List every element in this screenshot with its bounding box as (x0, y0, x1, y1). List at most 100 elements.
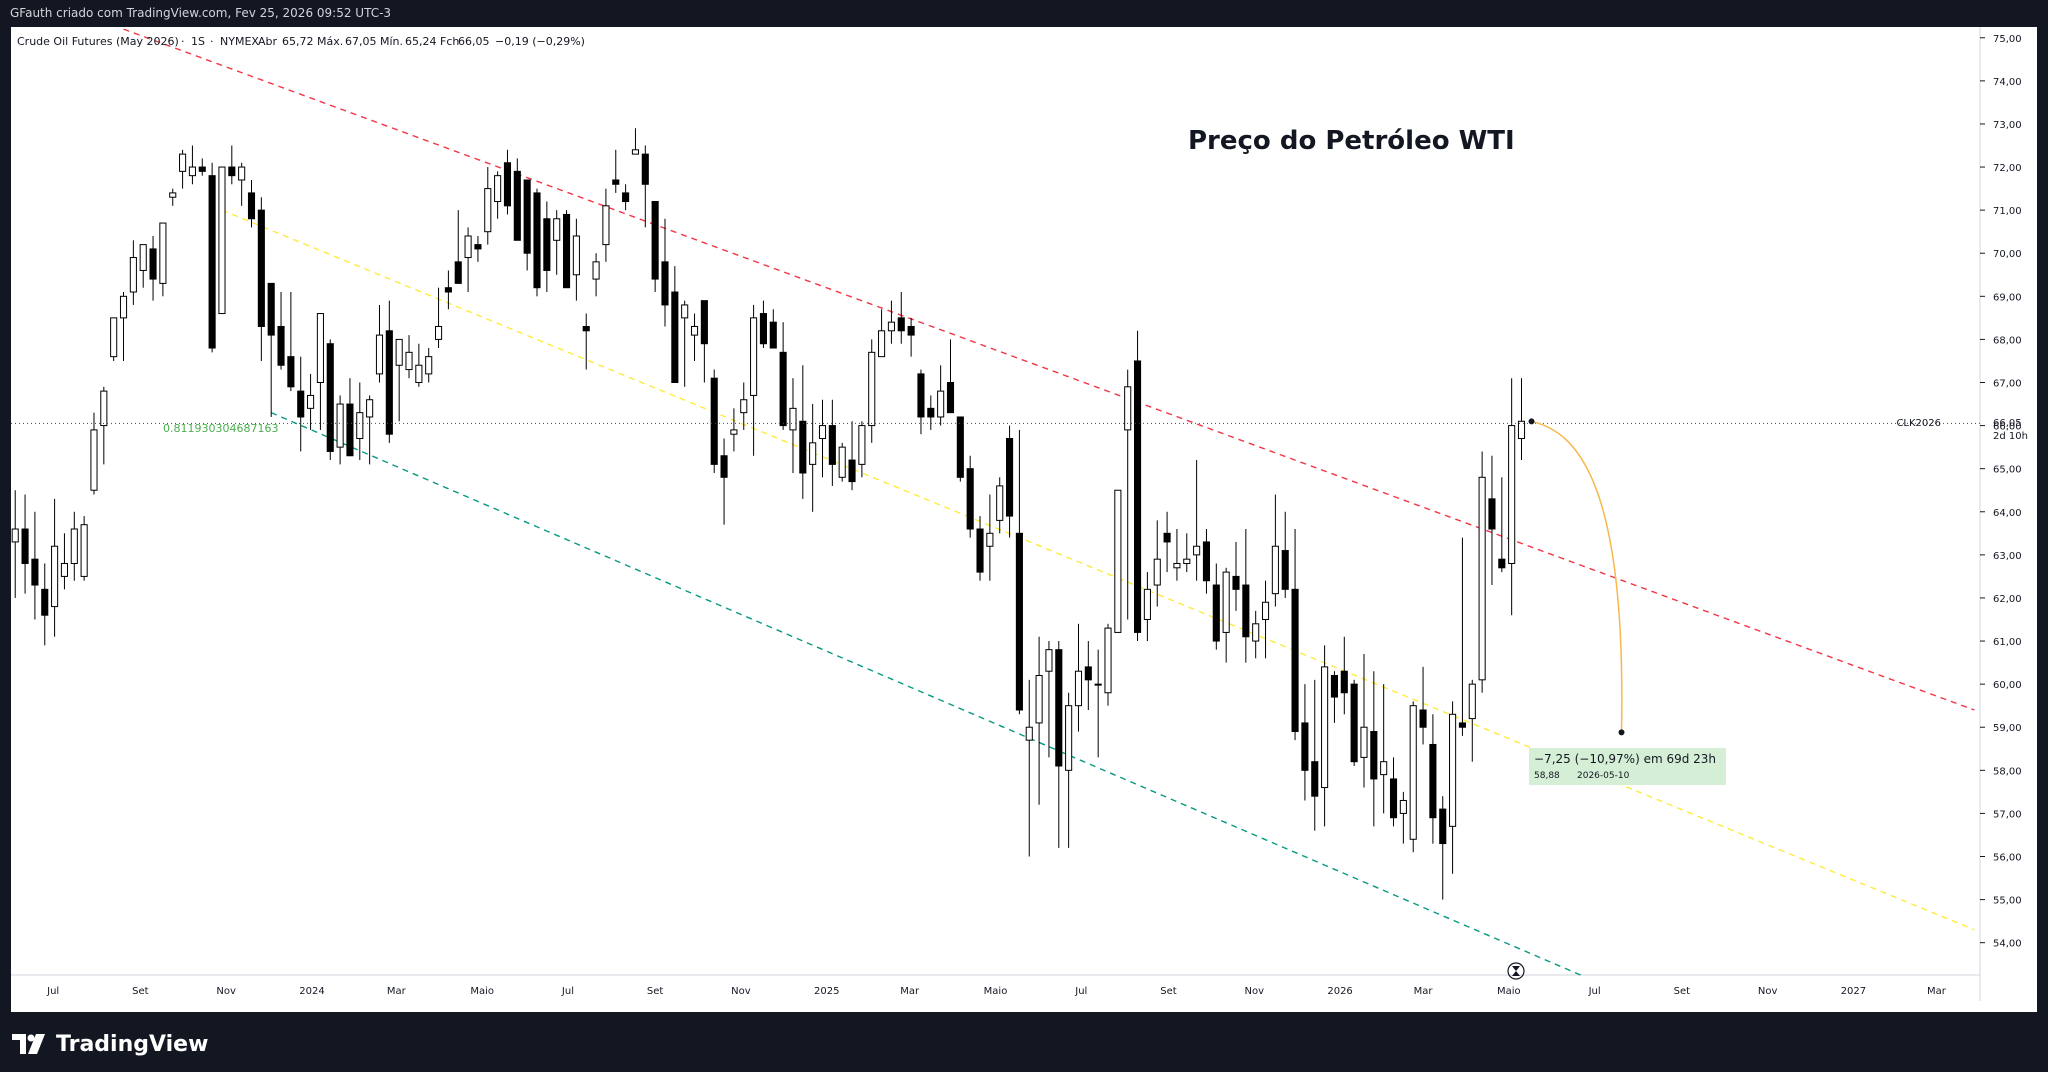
candle-body-up (90, 429, 98, 491)
candle-body-down (1488, 498, 1496, 530)
candle-body-down (562, 213, 571, 289)
candle-body-down (149, 248, 157, 280)
candle-body-up (1124, 386, 1132, 431)
candle-body-up (405, 351, 413, 371)
price-axis-label: 70,00 (1993, 249, 2022, 260)
candle-body-up (789, 407, 797, 431)
time-axis-label: Nov (1245, 986, 1265, 997)
candle-body-down (897, 317, 905, 332)
time-axis-label: Set (132, 986, 149, 997)
candle-body-up (110, 317, 118, 358)
candle-body-up (139, 244, 147, 271)
candle-body-up (1173, 562, 1181, 569)
candle-body-up (1222, 571, 1230, 633)
candle-body-down (1370, 731, 1378, 780)
price-axis-label: 64,00 (1993, 508, 2022, 519)
forecast-change-text: −7,25 (−10,97%) em 69d 23h (1534, 752, 1716, 766)
time-axis-label: Maio (1497, 986, 1521, 997)
time-axis-label: Mar (1414, 986, 1434, 997)
price-axis-label: 75,00 (1993, 34, 2022, 45)
candle-body-down (759, 313, 767, 345)
candle-body-up (366, 399, 374, 418)
price-axis-label: 61,00 (1993, 637, 2022, 648)
candle-body-up (1321, 666, 1329, 789)
symbol-interval-separator: · (181, 35, 185, 48)
forecast-start-point (1528, 418, 1535, 425)
time-axis-label: Set (647, 986, 664, 997)
time-axis-label: Mar (900, 986, 920, 997)
price-axis-label: 60,00 (1993, 680, 2022, 691)
replay-hourglass-icon[interactable] (1507, 962, 1525, 980)
price-marker-countdown: 2d 10h (1993, 431, 2028, 442)
symbol-interval: 1S (191, 35, 205, 48)
candle-body-down (41, 588, 49, 616)
tradingview-brand[interactable]: TradingView (12, 1030, 208, 1058)
candle-body-down (1084, 666, 1092, 681)
candle-body-down (1419, 709, 1427, 728)
price-marker-symbol: CLK2026 (1896, 418, 1941, 429)
candle-body-down (31, 558, 39, 586)
trendline-1[interactable] (221, 209, 1975, 931)
change-value: −0,19 (−0,29%) (495, 35, 585, 48)
candle-body-down (848, 459, 856, 483)
candle-body-down (1301, 722, 1309, 771)
candle-body-down (287, 356, 295, 388)
candle-body-up (631, 149, 640, 155)
candle-body-down (769, 321, 777, 349)
candle-body-down (297, 390, 305, 418)
chart-title: Preço do Petróleo WTI (1188, 126, 1515, 156)
footer-bar (0, 1012, 2048, 1072)
candle-body-down (976, 528, 984, 573)
candle-body-up (425, 356, 433, 375)
chart-panel[interactable]: 0.811930304687163 Crude Oil Futures (May… (11, 27, 2037, 1012)
candle-body-up (1261, 601, 1270, 620)
time-axis-label: Maio (984, 986, 1008, 997)
candlestick-chart[interactable]: 0.811930304687163 Crude Oil Futures (May… (11, 27, 2037, 1012)
candle-body-down (277, 325, 285, 366)
time-axis-label: 2026 (1327, 986, 1352, 997)
candle-body-up (740, 399, 748, 414)
candle-body-down (622, 192, 630, 203)
candle-body-up (179, 153, 187, 172)
time-axis[interactable]: Jul Set Nov 2024 Mar Maio Jul Set Nov 2025 Mar Maio… (46, 986, 1947, 997)
candle-body-up (80, 524, 88, 577)
candle-body-up (1025, 726, 1033, 741)
trendline-0[interactable] (123, 28, 1975, 711)
time-axis-label: Nov (731, 986, 751, 997)
price-axis[interactable]: 54,00 55,00 56,00 57,00 58,00 59,00 60,00 61,00… (1980, 34, 2022, 950)
open-value: 65,72 (282, 35, 314, 48)
snapshot-attribution: GFauth criado com TradingView.com, Fev 2… (0, 0, 2048, 27)
candle-body-down (651, 201, 659, 280)
price-axis-label: 66,00 (1993, 422, 2022, 433)
candle-body-down (917, 373, 925, 418)
forecast-arrow (1531, 420, 1623, 733)
low-label: Mín. (380, 35, 403, 48)
candle-body-up (395, 338, 403, 366)
time-axis-label: 2025 (814, 986, 839, 997)
candle-body-down (1133, 360, 1142, 633)
candle-body-up (119, 295, 128, 319)
candle-body-up (70, 528, 78, 564)
candle-body-down (1006, 438, 1014, 517)
price-axis-label: 63,00 (1993, 551, 2022, 562)
price-axis-label: 59,00 (1993, 723, 2022, 734)
candle-body-down (927, 407, 935, 418)
candle-body-down (198, 166, 206, 172)
candle-body-up (1183, 558, 1191, 564)
candle-body-down (1202, 541, 1211, 582)
candle-body-up (730, 429, 738, 435)
price-axis-label: 71,00 (1993, 206, 2022, 217)
candle-body-down (474, 244, 482, 250)
price-axis-label: 69,00 (1993, 292, 2022, 303)
candle-body-up (690, 325, 699, 336)
candle-body-down (523, 179, 531, 254)
time-axis-label: Jul (1074, 986, 1087, 997)
forecast-target-date: 2026-05-10 (1577, 771, 1630, 781)
candle-body-down (543, 218, 551, 271)
candle-body-down (946, 382, 955, 414)
candle-body-down (21, 528, 29, 564)
price-axis-label: 55,00 (1993, 896, 2022, 907)
candle-body-down (907, 325, 915, 336)
tradingview-brand-name: TradingView (56, 1031, 209, 1057)
candle-body-up (169, 192, 177, 198)
